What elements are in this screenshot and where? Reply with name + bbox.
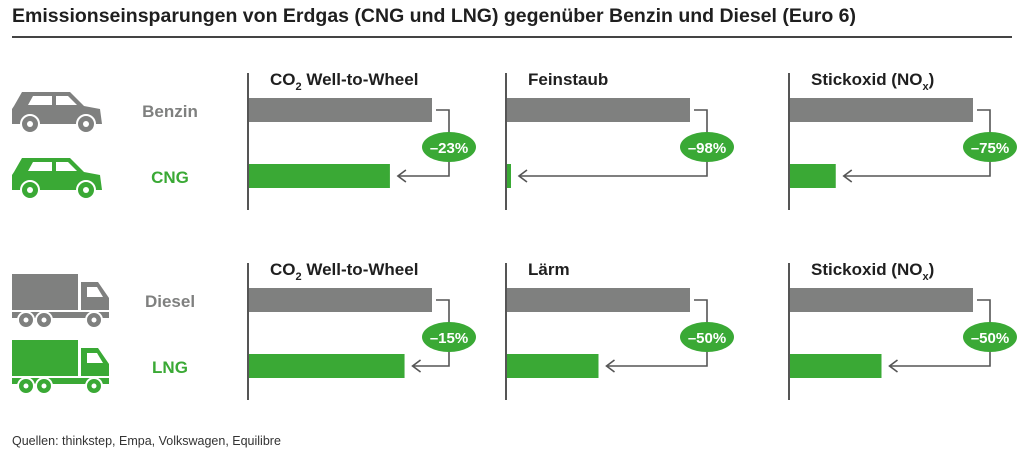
chart-group-pkw: Benzin CNG CO2 Well-to-Wheel –23% Feinstaub –… bbox=[12, 70, 1017, 210]
bar-gas bbox=[790, 354, 882, 378]
bar-reference bbox=[790, 98, 973, 122]
truck-box bbox=[12, 340, 78, 376]
panel-title: Stickoxid (NOx) bbox=[811, 70, 934, 93]
truck-chassis bbox=[12, 312, 109, 318]
car-window bbox=[56, 162, 77, 171]
bar-reference bbox=[507, 98, 690, 122]
change-badge bbox=[422, 132, 476, 162]
category-label: CNG bbox=[151, 168, 189, 187]
panel-title: Stickoxid (NOx) bbox=[811, 260, 934, 283]
panel-title: CO2 Well-to-Wheel bbox=[270, 260, 418, 283]
car-window bbox=[28, 162, 52, 171]
car-hub bbox=[83, 187, 89, 193]
bar-reference bbox=[249, 288, 432, 312]
truck-hub bbox=[23, 383, 29, 389]
car-hub bbox=[27, 187, 33, 193]
car-window bbox=[28, 96, 52, 105]
car-icon bbox=[12, 158, 102, 200]
source-note: Quellen: thinkstep, Empa, Volkswagen, Eq… bbox=[12, 434, 281, 448]
truck-window bbox=[87, 353, 103, 363]
change-label: –15% bbox=[430, 330, 468, 347]
panel: Lärm –50% bbox=[505, 260, 734, 400]
bar-gas bbox=[790, 164, 836, 188]
arrow-head bbox=[605, 359, 615, 373]
change-badge bbox=[422, 322, 476, 352]
panel: CO2 Well-to-Wheel –23% bbox=[247, 70, 476, 210]
panel: Stickoxid (NOx) –50% bbox=[788, 260, 1017, 400]
change-label: –50% bbox=[688, 330, 726, 347]
bar-gas bbox=[249, 354, 405, 378]
arrow-head bbox=[842, 169, 853, 183]
truck-chassis bbox=[12, 378, 109, 384]
arrow-head bbox=[411, 359, 422, 373]
panel-title: Feinstaub bbox=[528, 70, 608, 89]
category-label: Diesel bbox=[145, 292, 195, 311]
panel: CO2 Well-to-Wheel –15% bbox=[247, 260, 476, 400]
car-window bbox=[56, 96, 77, 105]
panel-title: CO2 Well-to-Wheel bbox=[270, 70, 418, 93]
truck-icon bbox=[12, 274, 109, 329]
truck-hub bbox=[91, 317, 97, 323]
car-icon bbox=[12, 92, 102, 134]
truck-box bbox=[12, 274, 78, 310]
car-hub bbox=[27, 121, 33, 127]
car-hub bbox=[83, 121, 89, 127]
change-label: –98% bbox=[688, 140, 726, 157]
arrow-head bbox=[888, 359, 898, 373]
truck-window bbox=[87, 287, 103, 297]
arrow-head bbox=[396, 169, 407, 183]
truck-hub bbox=[41, 383, 47, 389]
truck-hub bbox=[23, 317, 29, 323]
change-label: –23% bbox=[430, 140, 468, 157]
category-label: Benzin bbox=[142, 102, 198, 121]
change-label: –50% bbox=[971, 330, 1009, 347]
category-label: LNG bbox=[152, 358, 188, 377]
truck-hub bbox=[91, 383, 97, 389]
bar-reference bbox=[249, 98, 432, 122]
change-badge bbox=[680, 322, 734, 352]
truck-hub bbox=[41, 317, 47, 323]
bar-gas bbox=[249, 164, 390, 188]
bar-reference bbox=[507, 288, 690, 312]
panel: Feinstaub –98% bbox=[505, 70, 734, 210]
chart-title: Emissionseinsparungen von Erdgas (CNG un… bbox=[12, 5, 857, 27]
change-badge bbox=[963, 132, 1017, 162]
bar-gas bbox=[507, 354, 599, 378]
title-rule bbox=[12, 36, 1012, 38]
truck-icon bbox=[12, 340, 109, 395]
arrow-head bbox=[517, 169, 528, 183]
change-badge bbox=[680, 132, 734, 162]
bar-reference bbox=[790, 288, 973, 312]
change-label: –75% bbox=[971, 140, 1009, 157]
panel: Stickoxid (NOx) –75% bbox=[788, 70, 1017, 210]
change-badge bbox=[963, 322, 1017, 352]
bar-gas bbox=[507, 164, 511, 188]
panel-title: Lärm bbox=[528, 260, 570, 279]
